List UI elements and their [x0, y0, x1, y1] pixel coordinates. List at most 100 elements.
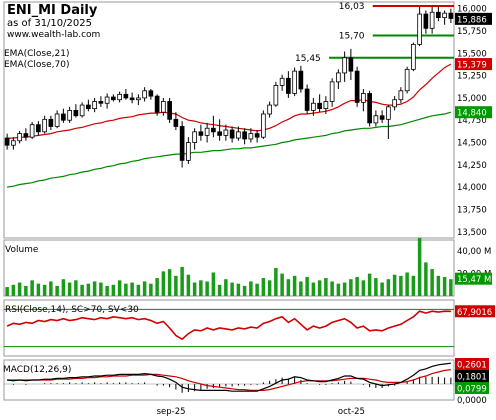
volume-bar [367, 273, 372, 296]
rsi-badge-text: 67,9016 [457, 308, 492, 318]
volume-bar [92, 281, 97, 296]
volume-panel[interactable]: 40,00 M20,00 M15,47 M [3, 237, 492, 297]
volume-bar [380, 282, 384, 296]
candle-body [48, 118, 54, 127]
candle-body [448, 12, 454, 19]
candle-body [379, 115, 385, 120]
volume-bar [324, 278, 328, 296]
volume-bar [49, 281, 53, 296]
candle-body [4, 137, 10, 146]
volume-bar [174, 275, 178, 296]
volume-bar [305, 276, 309, 296]
candle-body [223, 129, 229, 136]
volume-bar [86, 283, 91, 296]
volume-bar [167, 269, 172, 296]
price-badge-text: 15,886 [457, 15, 487, 25]
volume-bar [442, 276, 447, 296]
volume-bar [242, 285, 247, 296]
volume-bar [124, 283, 128, 296]
candle-body [354, 70, 360, 103]
price-badge [455, 12, 492, 25]
volume-bar [317, 280, 322, 296]
volume-bar [180, 266, 184, 296]
volume-bar [211, 272, 216, 296]
candle-body [261, 113, 266, 138]
candle-body [161, 101, 166, 113]
candle-body [348, 57, 354, 72]
x-axis-tick: oct-25 [338, 407, 365, 417]
volume-bar [224, 279, 228, 296]
volume-bar [355, 276, 359, 296]
volume-bar [161, 271, 166, 296]
candle-body [361, 93, 366, 103]
candle-body [329, 81, 335, 102]
volume-bar [405, 272, 409, 296]
volume-bar [67, 282, 72, 296]
volume-bar [117, 280, 122, 296]
volume-badge [455, 272, 492, 285]
candle-body [104, 96, 110, 104]
candle-body [148, 90, 154, 97]
candle-body [298, 70, 304, 90]
rsi-line [6, 310, 451, 341]
level-label: 15,45 [295, 54, 321, 64]
candle-body [73, 110, 79, 117]
price-y-tick: 13,750 [457, 205, 487, 215]
ema21-line [7, 63, 452, 139]
price-y-tick: 15,750 [457, 27, 487, 37]
rsi-panel[interactable]: 67,9016 [3, 299, 495, 357]
candle-body [23, 133, 29, 138]
candle-body [367, 93, 372, 124]
volume-bar [142, 281, 147, 296]
volume-bar [261, 278, 266, 296]
candle-body [61, 113, 66, 121]
candle-body [411, 43, 416, 70]
macd-badge-text: 0,1801 [457, 373, 487, 383]
candle-body [342, 57, 347, 74]
candle-body [92, 101, 97, 110]
price-panel[interactable]: 16,000 15,750 15,500 15,250 15,000 14,750 14,5… [3, 1, 492, 239]
volume-bar [280, 273, 284, 296]
candle-body [98, 101, 104, 104]
candle-body [398, 90, 404, 101]
volume-bar [136, 284, 141, 296]
price-y-tick: 14,000 [457, 183, 487, 193]
volume-bar [74, 280, 78, 296]
volume-bar [99, 282, 103, 296]
volume-bar [199, 280, 203, 296]
candle-body [392, 99, 397, 108]
candle-body [154, 95, 160, 113]
price-y-tick: 15,000 [457, 94, 487, 104]
candle-body [429, 11, 435, 29]
candle-body [336, 72, 341, 83]
candle-body [436, 11, 441, 19]
price-y-tick: 14,750 [457, 116, 487, 126]
volume-bar [55, 285, 59, 296]
level-label: 15,70 [339, 31, 365, 41]
candle-body [217, 131, 222, 136]
price-badge [455, 58, 492, 71]
volume-bar [130, 282, 134, 296]
candle-body [42, 118, 47, 133]
price-badge-text: 15,379 [457, 61, 487, 71]
volume-bar [61, 279, 66, 296]
rsi-panel-title: RSI(Close,14), SC>70, SV<30 [5, 305, 139, 315]
macd-badge [455, 370, 489, 382]
candle-body [123, 93, 129, 99]
volume-panel-title: Volume [5, 245, 39, 255]
volume-bar [399, 275, 403, 296]
volume-bar [299, 281, 303, 296]
volume-bar [386, 279, 391, 296]
candle-body [248, 133, 254, 140]
watermark: www.wealth-lab.com [7, 30, 100, 40]
candle-body [79, 104, 85, 117]
candle-body [254, 133, 260, 138]
candle-body [192, 131, 197, 143]
price-badge-text: 14,840 [457, 109, 487, 119]
candle-body [204, 127, 210, 136]
volume-bar [205, 281, 209, 296]
macd-badge-text: 0,0799 [457, 385, 487, 395]
candle-body [142, 90, 147, 99]
